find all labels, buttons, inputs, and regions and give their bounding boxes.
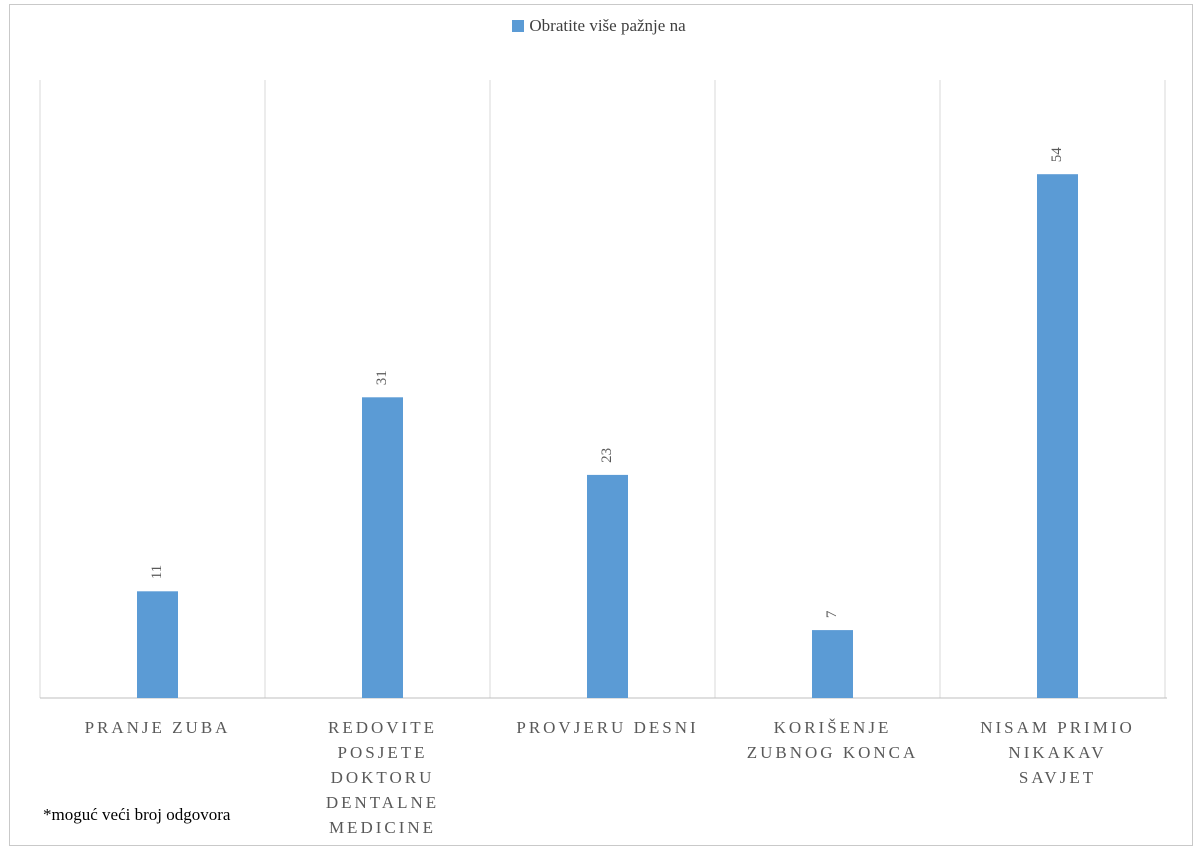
category-label: PROVJERU DESNI bbox=[516, 718, 698, 737]
category-label: MEDICINE bbox=[329, 818, 436, 837]
category-label: SAVJET bbox=[1019, 768, 1096, 787]
category-label: REDOVITE bbox=[328, 718, 437, 737]
bar bbox=[137, 591, 178, 698]
category-label: POSJETE bbox=[338, 743, 428, 762]
legend-swatch bbox=[512, 20, 525, 32]
legend: Obratite više pažnje na bbox=[0, 16, 1198, 36]
data-label: 11 bbox=[149, 565, 165, 579]
category-label: PRANJE ZUBA bbox=[85, 718, 231, 737]
data-label: 23 bbox=[599, 448, 615, 463]
bar bbox=[1037, 174, 1078, 698]
category-label: ZUBNOG KONCA bbox=[747, 743, 919, 762]
chart-frame bbox=[9, 4, 1193, 846]
category-label: KORIŠENJE bbox=[774, 718, 892, 737]
data-label: 31 bbox=[374, 370, 390, 385]
category-label: DOKTORU bbox=[331, 768, 435, 787]
category-label: NIKAKAV bbox=[1008, 743, 1106, 762]
bar bbox=[587, 474, 628, 698]
category-label: DENTALNE bbox=[326, 793, 439, 812]
data-label: 54 bbox=[1049, 147, 1065, 163]
footnote: *moguć veći broj odgovora bbox=[43, 805, 231, 824]
category-label: NISAM PRIMIO bbox=[980, 718, 1135, 737]
bar bbox=[362, 397, 403, 698]
bar bbox=[812, 630, 853, 698]
data-label: 7 bbox=[824, 610, 840, 618]
legend-label: Obratite više pažnje na bbox=[529, 16, 686, 35]
